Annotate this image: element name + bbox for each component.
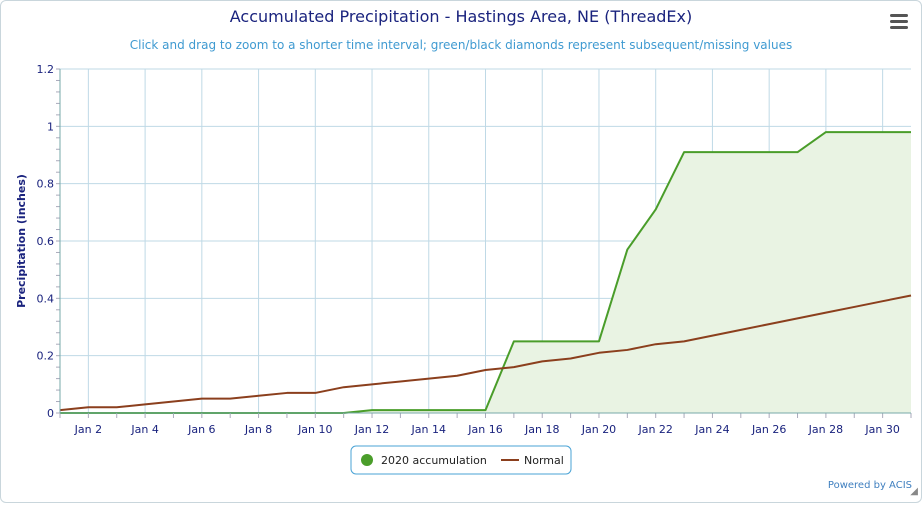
data-point[interactable] [311,389,319,397]
legend-marker-accumulation [361,454,373,466]
chart-subtitle: Click and drag to zoom to a shorter time… [129,38,793,52]
data-point[interactable] [850,128,858,136]
data-point[interactable] [141,400,149,408]
x-tick-label: Jan 16 [467,423,502,436]
x-tick-label: Jan 20 [581,423,616,436]
hamburger-menu-icon[interactable] [890,14,908,30]
legend-item-normal[interactable]: Normal [501,454,564,467]
data-point[interactable] [680,148,688,156]
x-tick-label: Jan 22 [637,423,672,436]
data-point[interactable] [226,395,234,403]
data-point[interactable] [794,314,802,322]
data-point[interactable] [84,403,92,411]
data-point[interactable] [822,128,830,136]
data-point[interactable] [567,337,575,345]
resize-handle-icon[interactable]: ◢ [910,486,918,497]
data-point[interactable] [169,398,177,406]
x-tick-label: Jan 12 [354,423,389,436]
data-point[interactable] [652,205,660,213]
data-point[interactable] [595,349,603,357]
series-line-normal[interactable] [59,294,912,412]
data-point[interactable] [708,332,716,340]
data-point[interactable] [567,355,575,363]
data-point[interactable] [538,337,546,345]
data-point[interactable] [453,372,461,380]
data-point[interactable] [652,340,660,348]
legend-box [350,445,572,475]
data-point[interactable] [623,246,631,254]
data-point[interactable] [113,403,121,411]
y-tick-label: 1 [47,120,54,133]
credits-link[interactable]: Powered by ACIS [827,480,912,491]
x-tick-label: Jan 18 [524,423,559,436]
data-point[interactable] [198,395,206,403]
y-tick-label: 0.8 [37,178,55,191]
x-tick-label: Jan 30 [864,423,899,436]
accumulation-area-fill [60,132,911,414]
y-axis-label: Precipitation (inches) [15,174,28,308]
legend-label-accumulation: 2020 accumulation [381,454,487,467]
x-tick-label: Jan 28 [808,423,843,436]
y-tick-label: 0.4 [37,292,55,305]
data-point[interactable] [879,297,887,305]
x-tick-label: Jan 26 [751,423,786,436]
data-point[interactable] [907,291,915,299]
data-point[interactable] [538,357,546,365]
y-tick-label: 0.2 [37,350,55,363]
x-tick-label: Jan 24 [694,423,729,436]
legend[interactable]: 2020 accumulation Normal [350,445,572,475]
data-point[interactable] [425,375,433,383]
data-point[interactable] [765,320,773,328]
data-point[interactable] [482,366,490,374]
data-point[interactable] [794,148,802,156]
legend-label-normal: Normal [524,454,564,467]
y-tick-label: 0.6 [37,235,55,248]
axes: 0 0.2 0.4 0.6 0.8 1 1.2 Jan 2 Jan 4 Jan 6 Jan 8 Jan… [37,63,912,436]
data-point[interactable] [708,148,716,156]
data-point[interactable] [822,309,830,317]
chart-title: Accumulated Precipitation - Hastings Are… [229,7,693,26]
data-point[interactable] [737,148,745,156]
data-point[interactable] [737,326,745,334]
x-tick-label: Jan 6 [187,423,215,436]
data-point[interactable] [340,383,348,391]
y-tick-label: 0 [47,407,54,420]
data-point[interactable] [595,337,603,345]
legend-item-accumulation[interactable]: 2020 accumulation [361,454,487,467]
data-point[interactable] [850,303,858,311]
data-point[interactable] [765,148,773,156]
accumulation-area [60,132,911,414]
data-point[interactable] [283,389,291,397]
data-point[interactable] [396,377,404,385]
y-tick-label: 1.2 [37,63,55,76]
data-point[interactable] [368,380,376,388]
x-tick-label: Jan 8 [244,423,272,436]
x-tick-label: Jan 14 [411,423,446,436]
x-tick-label: Jan 10 [297,423,332,436]
x-tick-label: Jan 2 [74,423,102,436]
data-point[interactable] [510,337,518,345]
data-point[interactable] [510,363,518,371]
data-point[interactable] [907,128,915,136]
data-point[interactable] [623,346,631,354]
data-point[interactable] [879,128,887,136]
x-tick-label: Jan 4 [130,423,158,436]
data-point[interactable] [680,337,688,345]
data-point[interactable] [255,392,263,400]
